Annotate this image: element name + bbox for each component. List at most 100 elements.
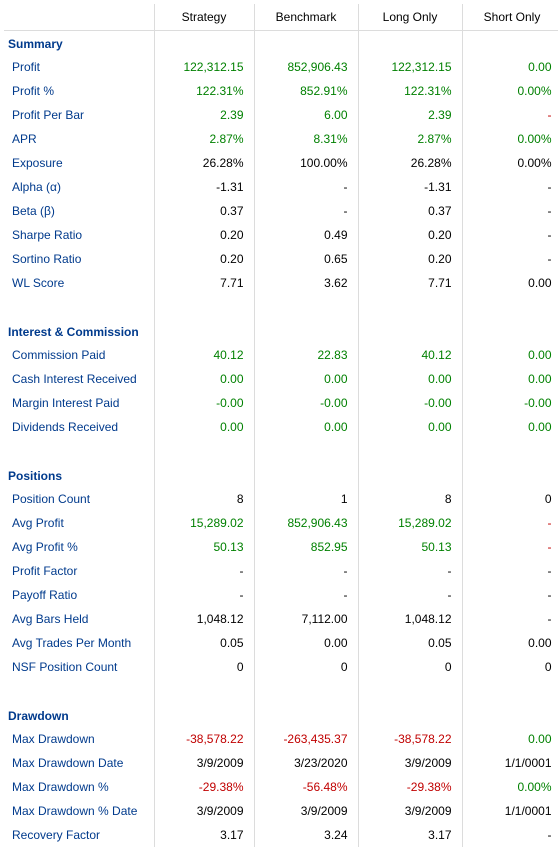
- cell-value: -: [462, 823, 558, 847]
- row-label: Max Drawdown % Date: [4, 799, 154, 823]
- row-label: NSF Position Count: [4, 655, 154, 679]
- row-label: Sortino Ratio: [4, 247, 154, 271]
- cell-value: 0.00: [154, 367, 254, 391]
- cell-value: -0.00: [462, 391, 558, 415]
- cell-value: 0.00%: [462, 151, 558, 175]
- cell-value: -: [358, 583, 462, 607]
- row-label: Avg Profit: [4, 511, 154, 535]
- cell-value: -: [462, 103, 558, 127]
- table-row: Beta (β)0.37-0.37-: [4, 199, 558, 223]
- cell-value: 0.65: [254, 247, 358, 271]
- cell-value: 0.20: [358, 223, 462, 247]
- row-label: Recovery Factor: [4, 823, 154, 847]
- section-blank-cell: [154, 703, 254, 727]
- table-row: Max Drawdown % Date3/9/20093/9/20093/9/2…: [4, 799, 558, 823]
- cell-value: -: [154, 559, 254, 583]
- table-header: Strategy Benchmark Long Only Short Only: [4, 4, 558, 31]
- cell-value: -29.38%: [154, 775, 254, 799]
- cell-value: 1,048.12: [154, 607, 254, 631]
- table-row: Avg Bars Held1,048.127,112.001,048.12-: [4, 607, 558, 631]
- cell-value: -: [254, 175, 358, 199]
- cell-value: 50.13: [358, 535, 462, 559]
- table-row: Cash Interest Received0.000.000.000.00: [4, 367, 558, 391]
- cell-value: 0.00: [254, 631, 358, 655]
- section-spacer: [4, 295, 558, 319]
- cell-value: 3/23/2020: [254, 751, 358, 775]
- table-row: Alpha (α)-1.31--1.31-: [4, 175, 558, 199]
- cell-value: 1/1/0001: [462, 751, 558, 775]
- table-row: Position Count8180: [4, 487, 558, 511]
- section-title: Summary: [4, 31, 154, 56]
- cell-value: 0.00: [154, 415, 254, 439]
- section-spacer: [4, 439, 558, 463]
- row-label: Profit %: [4, 79, 154, 103]
- cell-value: -263,435.37: [254, 727, 358, 751]
- cell-value: 6.00: [254, 103, 358, 127]
- cell-value: 0: [358, 655, 462, 679]
- row-label: APR: [4, 127, 154, 151]
- cell-value: 0.05: [358, 631, 462, 655]
- cell-value: -: [462, 583, 558, 607]
- row-label: Margin Interest Paid: [4, 391, 154, 415]
- cell-value: 122.31%: [358, 79, 462, 103]
- cell-value: 7.71: [154, 271, 254, 295]
- section-blank-cell: [462, 319, 558, 343]
- cell-value: -: [154, 583, 254, 607]
- row-label: Exposure: [4, 151, 154, 175]
- cell-value: 2.39: [358, 103, 462, 127]
- table-row: Payoff Ratio----: [4, 583, 558, 607]
- row-label: Payoff Ratio: [4, 583, 154, 607]
- col-header-metric: [4, 4, 154, 31]
- cell-value: 0.00%: [462, 775, 558, 799]
- table-row: WL Score7.713.627.710.00: [4, 271, 558, 295]
- cell-value: 1: [254, 487, 358, 511]
- cell-value: 852.95: [254, 535, 358, 559]
- cell-value: 3/9/2009: [154, 799, 254, 823]
- cell-value: 3.62: [254, 271, 358, 295]
- table-row: Max Drawdown %-29.38%-56.48%-29.38%0.00%: [4, 775, 558, 799]
- cell-value: 3/9/2009: [254, 799, 358, 823]
- row-label: Profit Per Bar: [4, 103, 154, 127]
- cell-value: -1.31: [358, 175, 462, 199]
- cell-value: 0.05: [154, 631, 254, 655]
- col-header-strategy: Strategy: [154, 4, 254, 31]
- cell-value: 3/9/2009: [358, 799, 462, 823]
- cell-value: -: [462, 511, 558, 535]
- cell-value: 1,048.12: [358, 607, 462, 631]
- table-row: Avg Profit15,289.02852,906.4315,289.02-: [4, 511, 558, 535]
- row-label: Avg Profit %: [4, 535, 154, 559]
- table-row: Margin Interest Paid-0.00-0.00-0.00-0.00: [4, 391, 558, 415]
- cell-value: 40.12: [358, 343, 462, 367]
- cell-value: 8: [154, 487, 254, 511]
- row-label: Avg Bars Held: [4, 607, 154, 631]
- col-header-benchmark: Benchmark: [254, 4, 358, 31]
- table-row: Sortino Ratio0.200.650.20-: [4, 247, 558, 271]
- cell-value: 0.37: [154, 199, 254, 223]
- cell-value: 8: [358, 487, 462, 511]
- cell-value: -: [462, 559, 558, 583]
- cell-value: 8.31%: [254, 127, 358, 151]
- cell-value: 3/9/2009: [358, 751, 462, 775]
- cell-value: 122,312.15: [358, 55, 462, 79]
- table-body: SummaryProfit122,312.15852,906.43122,312…: [4, 31, 558, 848]
- row-label: Max Drawdown: [4, 727, 154, 751]
- cell-value: 7.71: [358, 271, 462, 295]
- row-label: Commission Paid: [4, 343, 154, 367]
- row-label: Beta (β): [4, 199, 154, 223]
- section-title: Interest & Commission: [4, 319, 154, 343]
- cell-value: 0.00%: [462, 79, 558, 103]
- cell-value: 0.49: [254, 223, 358, 247]
- cell-value: 0.20: [154, 223, 254, 247]
- metrics-table: Strategy Benchmark Long Only Short Only …: [4, 4, 558, 847]
- cell-value: 2.39: [154, 103, 254, 127]
- cell-value: 3.24: [254, 823, 358, 847]
- cell-value: 0.00: [254, 415, 358, 439]
- section-blank-cell: [462, 463, 558, 487]
- cell-value: 852.91%: [254, 79, 358, 103]
- row-label: WL Score: [4, 271, 154, 295]
- cell-value: 0.00%: [462, 127, 558, 151]
- cell-value: 0.20: [154, 247, 254, 271]
- table-row: Max Drawdown Date3/9/20093/23/20203/9/20…: [4, 751, 558, 775]
- cell-value: -: [462, 535, 558, 559]
- cell-value: 0.00: [462, 55, 558, 79]
